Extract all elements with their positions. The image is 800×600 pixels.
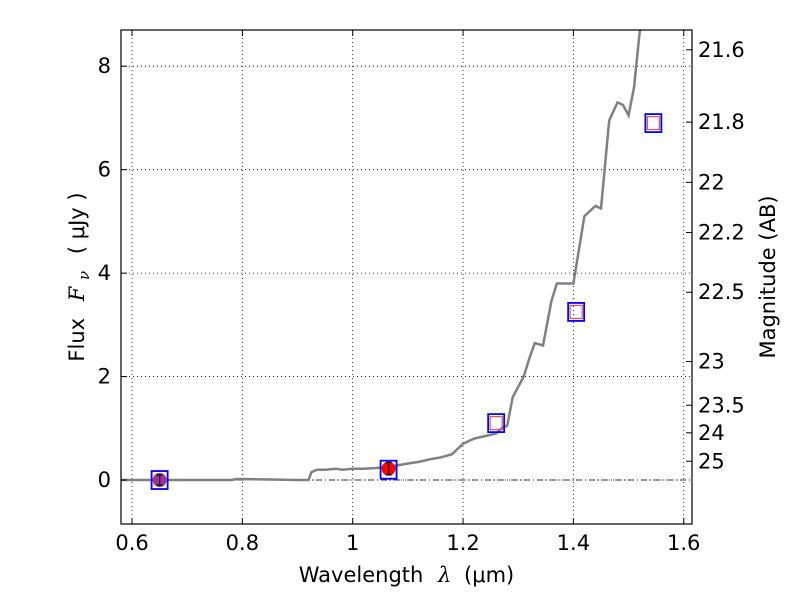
ticks: 0.6 0.8 1 1.2 1.4 1.60246821.621.82222.222.52…: [98, 30, 745, 555]
y-axis-label-symbol: F: [65, 285, 89, 302]
model-photometry-square: [567, 302, 586, 322]
model-photometry-square: [379, 459, 398, 480]
y2-tick-label: 22.2: [698, 220, 745, 244]
x-axis-label-symbol: λ: [437, 563, 451, 587]
observed-limit-square: [489, 416, 503, 431]
y2-tick-label: 25: [698, 449, 725, 473]
x-tick-label: 0.6: [115, 531, 148, 555]
y-axis-label-word: Flux: [65, 318, 89, 362]
y2-tick-label: 24: [698, 421, 725, 445]
model-photometry-square: [644, 113, 663, 134]
y2-tick-label: 22: [698, 170, 725, 194]
x-tick-label: 1.6: [667, 531, 700, 555]
y2-tick-label: 21.8: [698, 110, 745, 134]
y-axis-label: Flux F ν ( μJy ): [65, 192, 94, 361]
series-layer: [121, 30, 663, 490]
observed-limit-square: [646, 116, 660, 131]
x-tick-label: 1.2: [446, 531, 479, 555]
plot-frame: [120, 29, 693, 525]
y-tick-label: 8: [98, 54, 111, 78]
axis-labels: Wavelength λ (μm) Flux F ν ( μJy ) Magni…: [65, 192, 780, 587]
observed-detection: [152, 473, 167, 488]
y-axis-label-subscript: ν: [75, 271, 93, 280]
model-photometry-square: [487, 413, 506, 434]
x-tick-label: 1: [346, 531, 359, 555]
observed-limit-square: [569, 304, 583, 320]
spectrum-line: [121, 30, 642, 482]
y2-tick-label: 21.6: [698, 38, 745, 62]
y2-tick-label: 23.5: [698, 393, 745, 417]
observed-detection: [381, 461, 396, 476]
y2-tick-label: 23: [698, 350, 725, 374]
y-tick-label: 4: [98, 261, 111, 285]
y2-tick-label: 22.5: [698, 280, 745, 304]
y-tick-label: 2: [98, 365, 111, 389]
model-photometry-square: [150, 470, 169, 490]
x-tick-label: 0.8: [226, 531, 259, 555]
x-tick-label: 1.4: [557, 531, 590, 555]
x-axis-label: Wavelength λ (μm): [299, 563, 514, 587]
x-axis-label-word: Wavelength: [299, 563, 424, 587]
y-tick-label: 0: [98, 468, 111, 492]
y2-axis-label: Magnitude (AB): [756, 195, 780, 358]
x-axis-label-unit: (μm): [464, 563, 514, 587]
y-tick-label: 6: [98, 158, 111, 182]
y-axis-label-unit: ( μJy ): [65, 192, 89, 254]
